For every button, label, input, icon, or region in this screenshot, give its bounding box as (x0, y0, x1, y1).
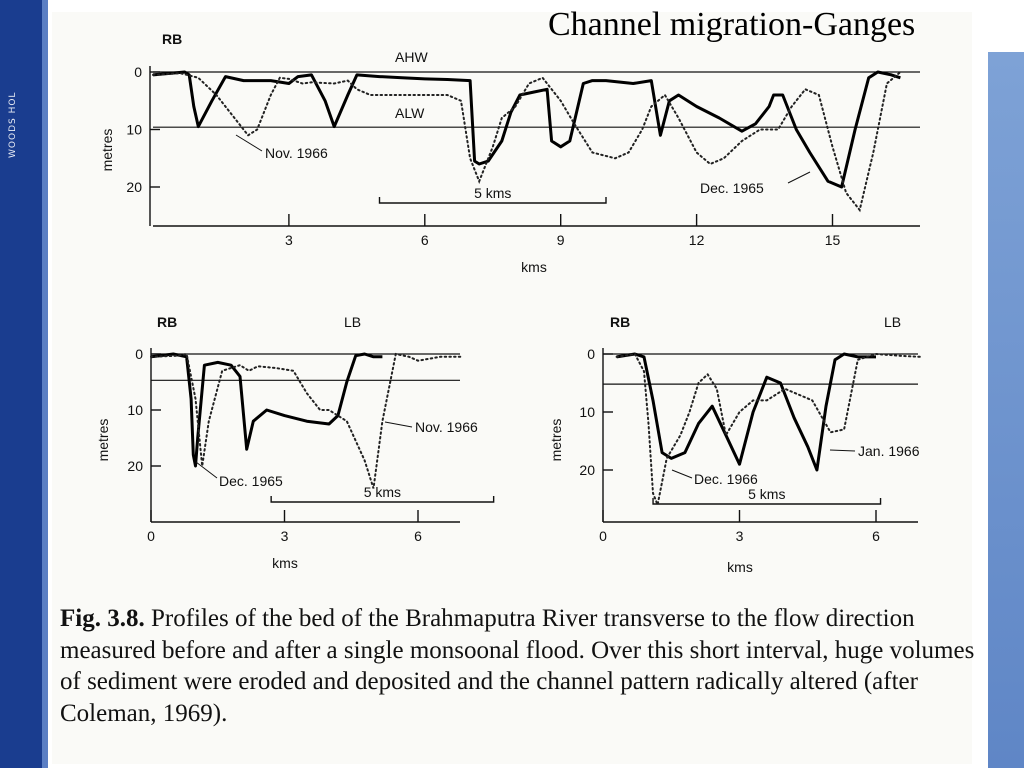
y-tick-label: 0 (135, 346, 143, 362)
slide-title: Channel migration-Ganges (548, 6, 916, 43)
scale-bar (652, 498, 882, 505)
y-axis-label: metres (548, 419, 564, 462)
y-tick-label: 0 (134, 64, 142, 80)
scale-bar (378, 197, 607, 204)
low-water-label: ALW (395, 105, 425, 121)
x-tick-label: 3 (281, 528, 289, 544)
y-tick-label: 10 (127, 402, 143, 418)
right-decor-gap (978, 52, 988, 768)
bank-label-left: RB (157, 314, 177, 330)
scale-bar-label: 5 kms (748, 486, 785, 502)
series-line-nov-1966 (152, 71, 902, 213)
x-tick-label: 9 (557, 232, 565, 248)
x-tick-label: 6 (414, 528, 422, 544)
series-label: Dec. 1966 (694, 471, 758, 487)
right-decor-bar (988, 52, 1024, 768)
x-tick-label: 6 (421, 232, 429, 248)
series-leader-line (671, 469, 693, 479)
series-line-dec-1966 (615, 352, 923, 509)
series-leader-line (384, 421, 413, 428)
bank-label-right: LB (344, 314, 361, 330)
left-decor-strip (42, 0, 48, 768)
x-tick-label: 0 (147, 528, 155, 544)
series-leader-line (787, 171, 811, 184)
y-tick-label: 20 (579, 462, 595, 478)
chart-2: 0 10 20 0 3 6 kms metres RB LB 5 kms Dec. 1965 Nov. … (95, 314, 495, 571)
y-tick-label: 0 (587, 346, 595, 362)
series-label: Dec. 1965 (219, 473, 283, 489)
series-leader-line (829, 449, 856, 452)
scale-bar-label: 5 kms (364, 484, 401, 500)
series-label: Jan. 1966 (858, 443, 920, 459)
series-line-dec-1965 (152, 70, 901, 189)
series-line-dec-1965 (150, 352, 383, 468)
x-tick-label: 6 (872, 528, 880, 544)
y-axis-label: metres (95, 419, 111, 462)
bank-label-left: RB (610, 314, 630, 330)
x-tick-label: 3 (285, 232, 293, 248)
chart-3: 0 10 20 0 3 6 kms metres RB LB 5 kms Jan. 1966 Dec. … (548, 314, 923, 575)
bank-label-left: RB (162, 31, 182, 47)
x-axis-label: kms (727, 559, 753, 575)
series-leader-line (235, 134, 263, 152)
x-axis-label: kms (521, 259, 547, 275)
x-tick-label: 15 (825, 232, 841, 248)
y-tick-label: 20 (127, 458, 143, 474)
bank-label-right: LB (884, 314, 901, 330)
series-label: Dec. 1965 (700, 180, 764, 196)
x-tick-label: 3 (736, 528, 744, 544)
scanned-figure-page (52, 12, 972, 764)
y-axis-label: metres (99, 129, 115, 172)
figure-caption: Fig. 3.8. Profiles of the bed of the Bra… (60, 603, 975, 729)
series-line-nov-1966 (150, 352, 464, 489)
series-label: Nov. 1966 (265, 145, 328, 161)
x-tick-label: 12 (689, 232, 705, 248)
series-line-jan-1966 (616, 352, 876, 472)
y-tick-label: 20 (126, 179, 142, 195)
caption-text: Profiles of the bed of the Brahmaputra R… (60, 605, 975, 727)
x-tick-label: 0 (599, 528, 607, 544)
chart-1: AHW ALW 0 10 20 3 6 9 12 15 kms metres RB 5 kms Dec. 1… (99, 31, 920, 275)
high-water-label: AHW (395, 49, 428, 65)
y-tick-label: 10 (126, 122, 142, 138)
x-axis-label: kms (272, 555, 298, 571)
scale-bar-label: 5 kms (474, 185, 511, 201)
series-label: Nov. 1966 (415, 419, 478, 435)
series-leader-line (195, 461, 218, 479)
scale-bar (270, 496, 495, 503)
caption-fig-label: Fig. 3.8. (60, 605, 145, 632)
y-tick-label: 10 (579, 404, 595, 420)
left-decor-bar (0, 0, 42, 768)
